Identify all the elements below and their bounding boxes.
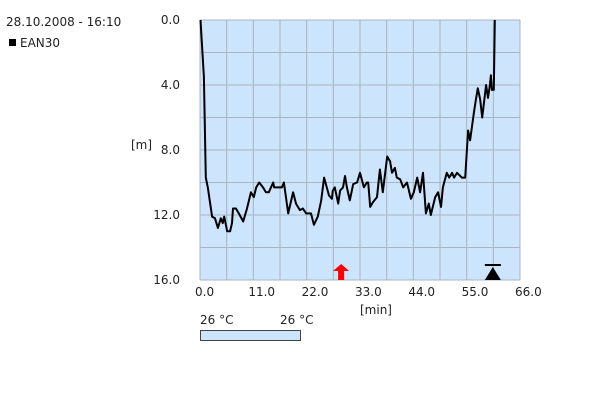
legend-swatch: [9, 39, 16, 46]
x-tick-label: 0.0: [195, 285, 214, 299]
y-tick-label: 8.0: [161, 143, 180, 157]
ascent-warning-icon: [333, 264, 350, 280]
temperature-max-label: 26 °C: [280, 313, 314, 327]
depth-series-line: [199, 19, 496, 233]
y-tick-label: 16.0: [153, 273, 180, 287]
y-tick-label: 0.0: [161, 13, 180, 27]
legend-label: EAN30: [20, 36, 61, 50]
x-tick-label: 11.0: [248, 285, 275, 299]
surface-marker-icon: [484, 267, 501, 280]
x-tick-label: 55.0: [462, 285, 489, 299]
dive-datetime: 28.10.2008 - 16:10: [6, 15, 122, 29]
legend-item: EAN30: [9, 36, 60, 50]
temperature-min-label: 26 °C: [200, 313, 234, 327]
y-tick-label: 4.0: [161, 78, 180, 92]
x-tick-label: 66.0: [515, 285, 542, 299]
x-axis-label: [min]: [360, 303, 392, 317]
x-tick-label: 33.0: [355, 285, 382, 299]
y-tick-label: 12.0: [153, 208, 180, 222]
x-tick-label: 22.0: [302, 285, 329, 299]
temperature-color-bar: [200, 330, 301, 341]
x-tick-label: 44.0: [408, 285, 435, 299]
y-axis-label: [m]: [131, 138, 153, 152]
